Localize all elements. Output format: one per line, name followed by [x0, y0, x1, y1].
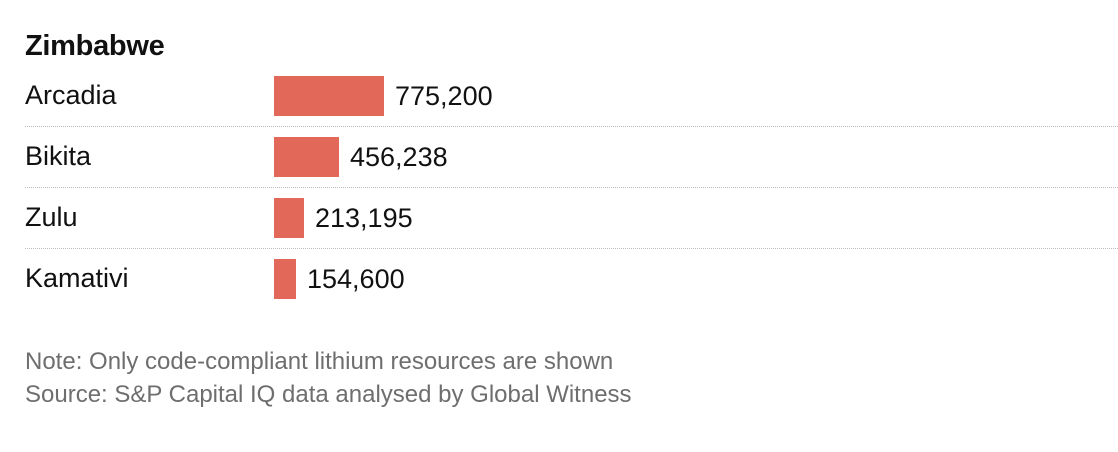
value-label: 213,195: [315, 203, 413, 233]
bar-bikita: [274, 137, 339, 177]
bar-arcadia: [274, 76, 384, 116]
bar-rows: Arcadia 775,200 Bikita 456,238 Zulu 213,195 Ka…: [0, 66, 1118, 310]
category-label: Bikita: [25, 141, 92, 171]
note-text: Note: Only code-compliant lithium resour…: [25, 348, 614, 375]
bar-row-arcadia: Arcadia 775,200: [0, 66, 1118, 127]
value-label: 154,600: [307, 264, 405, 294]
row-divider: [25, 187, 1118, 188]
category-label: Kamativi: [25, 263, 129, 293]
row-divider: [25, 126, 1118, 127]
chart-notes: Note: Only code-compliant lithium resour…: [25, 345, 632, 411]
value-label: 775,200: [395, 81, 493, 111]
category-label: Arcadia: [25, 80, 117, 110]
bar-zulu: [274, 198, 304, 238]
value-label: 456,238: [350, 142, 448, 172]
category-label: Zulu: [25, 202, 78, 232]
source-text: Source: S&P Capital IQ data analysed by …: [25, 381, 632, 408]
bar-row-zulu: Zulu 213,195: [0, 188, 1118, 249]
bar-kamativi: [274, 259, 296, 299]
chart-title: Zimbabwe: [25, 30, 165, 62]
row-divider: [25, 248, 1118, 249]
bar-row-kamativi: Kamativi 154,600: [0, 249, 1118, 310]
bar-row-bikita: Bikita 456,238: [0, 127, 1118, 188]
